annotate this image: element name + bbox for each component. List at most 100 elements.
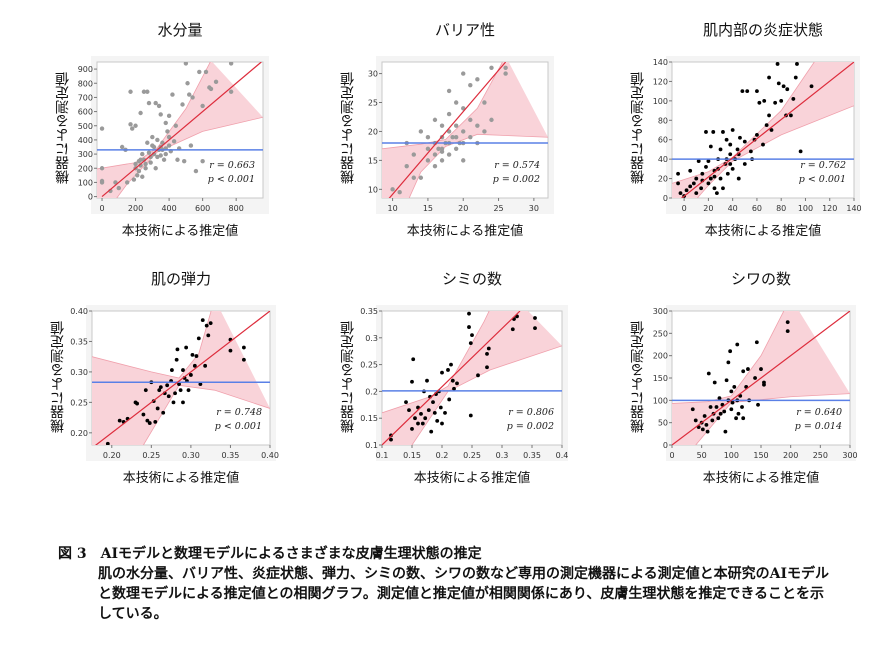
data-point bbox=[716, 416, 721, 421]
y-tick-label: 200 bbox=[653, 352, 668, 361]
data-point bbox=[759, 367, 763, 371]
data-point bbox=[779, 98, 784, 103]
data-point bbox=[166, 134, 172, 140]
data-point bbox=[482, 129, 487, 134]
confidence-band bbox=[672, 62, 854, 198]
x-tick-label: 0.35 bbox=[222, 451, 240, 460]
x-tick-label: 250 bbox=[813, 451, 828, 460]
y-tick-label: 50 bbox=[658, 419, 668, 428]
p-value: p = 0.002 bbox=[493, 174, 540, 185]
data-point bbox=[446, 88, 452, 94]
data-point bbox=[712, 186, 717, 191]
chart-title: 肌の弾力 bbox=[150, 270, 211, 288]
x-tick-label: 50 bbox=[697, 451, 707, 460]
data-point bbox=[443, 410, 447, 415]
x-tick-label: 400 bbox=[161, 204, 176, 213]
data-point bbox=[746, 367, 750, 371]
data-point bbox=[407, 408, 411, 413]
data-point bbox=[175, 157, 180, 162]
data-point bbox=[186, 388, 191, 393]
p-value: p < 0.001 bbox=[215, 421, 262, 432]
x-tick-label: 20 bbox=[458, 204, 468, 213]
data-point bbox=[181, 368, 185, 372]
data-point bbox=[128, 122, 133, 127]
data-point bbox=[432, 152, 438, 157]
data-point bbox=[725, 171, 730, 176]
data-point bbox=[435, 418, 440, 423]
y-tick-label: 600 bbox=[78, 108, 93, 117]
data-point bbox=[419, 412, 423, 416]
data-point bbox=[135, 401, 139, 406]
data-point bbox=[185, 81, 190, 86]
y-tick-label: 30 bbox=[368, 70, 378, 79]
confidence-band-lower bbox=[408, 133, 548, 198]
data-point bbox=[730, 166, 735, 171]
x-tick-label: 10 bbox=[388, 204, 398, 213]
data-point bbox=[748, 149, 753, 154]
data-point bbox=[99, 126, 105, 131]
data-point bbox=[158, 153, 163, 158]
data-point bbox=[447, 397, 452, 402]
data-point bbox=[184, 345, 189, 350]
regression-line bbox=[672, 311, 850, 445]
data-point bbox=[99, 166, 105, 171]
data-point bbox=[204, 323, 209, 328]
data-point bbox=[723, 429, 728, 434]
data-point bbox=[762, 98, 767, 103]
data-point bbox=[147, 421, 152, 425]
confidence-band bbox=[382, 311, 562, 445]
data-point bbox=[183, 62, 189, 66]
data-point bbox=[174, 357, 179, 362]
scatter-plot: 0 20 40 60 80 100 120 140 0 20 40 60 80 100 120 140 r = … bbox=[653, 56, 862, 214]
y-tick-label: 0.20 bbox=[70, 429, 88, 438]
data-point bbox=[446, 152, 452, 157]
chart-title: 肌内部の炎症状態 bbox=[702, 21, 823, 39]
x-tick-label: 800 bbox=[229, 204, 244, 213]
data-point bbox=[503, 65, 508, 70]
scatter-plot: 10 15 20 25 30 10 15 20 25 30 r = 0.574 p = 0.002 bbox=[368, 56, 554, 214]
y-tick-label: 0 bbox=[663, 194, 668, 203]
data-point bbox=[468, 135, 473, 140]
data-point bbox=[700, 427, 705, 432]
data-point bbox=[166, 113, 172, 119]
x-tick-label: 120 bbox=[822, 204, 837, 213]
data-point bbox=[738, 135, 742, 140]
data-point bbox=[416, 421, 420, 426]
data-point bbox=[736, 411, 741, 416]
data-point bbox=[413, 416, 417, 421]
data-point bbox=[718, 147, 723, 152]
data-point bbox=[130, 126, 135, 131]
data-point bbox=[461, 71, 466, 76]
data-point bbox=[767, 113, 771, 118]
data-point bbox=[194, 354, 199, 358]
data-point bbox=[775, 62, 780, 66]
data-point bbox=[188, 373, 193, 377]
data-point bbox=[119, 144, 125, 150]
data-point bbox=[418, 129, 424, 134]
data-point bbox=[203, 363, 208, 368]
p-value: p = 0.002 bbox=[507, 421, 554, 432]
y-tick-label: 0.25 bbox=[70, 398, 88, 407]
data-point bbox=[489, 117, 494, 123]
data-point bbox=[390, 187, 395, 192]
data-point bbox=[228, 89, 234, 94]
y-axis-label: 機器による測定値 bbox=[50, 321, 66, 433]
data-point bbox=[436, 146, 441, 152]
data-point bbox=[192, 363, 197, 368]
x-tick-label: 600 bbox=[195, 204, 210, 213]
data-point bbox=[732, 385, 737, 389]
data-point bbox=[694, 176, 699, 181]
y-tick-label: 60 bbox=[658, 136, 668, 145]
data-point bbox=[177, 382, 181, 386]
data-point bbox=[143, 388, 148, 393]
confidence-band bbox=[92, 311, 270, 445]
data-point bbox=[173, 391, 177, 396]
correlation-r: r = 0.748 bbox=[216, 407, 262, 418]
data-point bbox=[453, 123, 459, 128]
data-point bbox=[533, 326, 537, 331]
data-point bbox=[789, 113, 793, 118]
data-point bbox=[678, 191, 683, 196]
data-point bbox=[173, 123, 179, 128]
data-point bbox=[170, 92, 175, 97]
data-point bbox=[113, 180, 118, 185]
